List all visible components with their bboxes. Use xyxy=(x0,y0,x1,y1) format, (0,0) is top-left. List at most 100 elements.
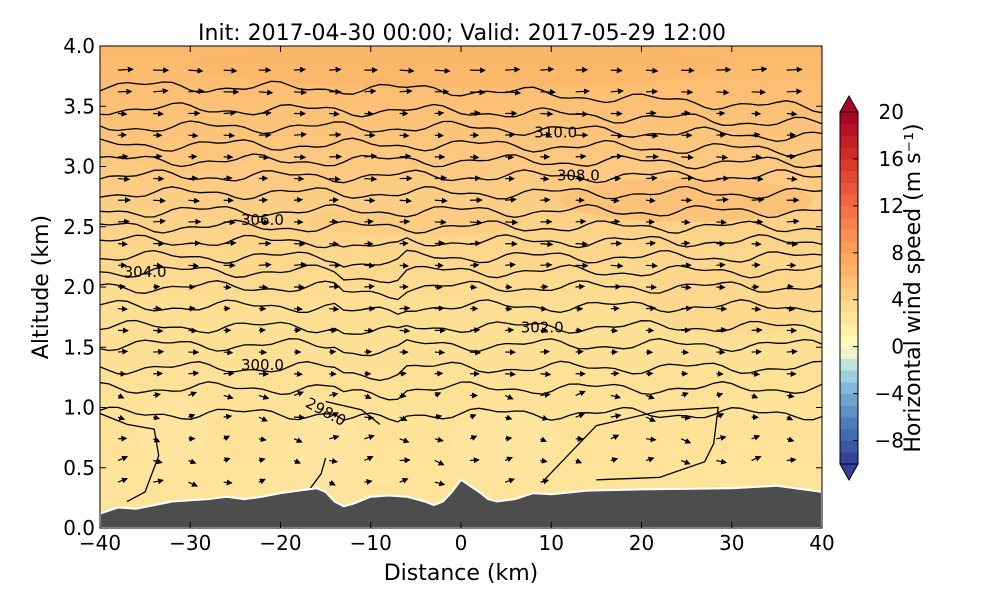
wind-vector xyxy=(751,306,762,312)
wind-vector xyxy=(540,241,554,248)
colorbar-level xyxy=(840,123,858,136)
wind-vector xyxy=(540,66,555,73)
wind-vector xyxy=(751,393,759,399)
wind-vector xyxy=(716,262,726,269)
wind-vector xyxy=(469,327,481,334)
wind-vector xyxy=(821,394,822,396)
wind-vector xyxy=(293,89,307,96)
wind-vector xyxy=(751,455,762,462)
wind-vector xyxy=(153,262,163,269)
colorbar-tick-label: 16 xyxy=(879,147,904,171)
wind-vector xyxy=(505,477,515,484)
wind-vector xyxy=(188,197,200,204)
wind-vector xyxy=(716,413,725,419)
wind-vector xyxy=(751,262,761,269)
wind-speed-patch xyxy=(136,395,209,468)
wind-vector xyxy=(786,240,799,247)
wind-vector xyxy=(681,154,694,161)
wind-vector xyxy=(505,66,521,73)
wind-vector xyxy=(258,416,268,422)
wind-vector xyxy=(575,458,583,464)
x-tick-label: 20 xyxy=(629,531,654,555)
colorbar-level xyxy=(840,381,858,395)
isentrope-line xyxy=(100,102,822,127)
wind-vector xyxy=(575,283,586,290)
wind-vector xyxy=(469,413,477,420)
x-axis-label: Distance (km) xyxy=(384,561,539,586)
wind-vector xyxy=(153,218,166,225)
wind-vector xyxy=(364,283,375,290)
wind-vector xyxy=(188,458,197,465)
wind-vector xyxy=(575,412,585,419)
isentrope-label: 300.0 xyxy=(241,356,284,374)
wind-vector xyxy=(293,131,307,138)
wind-vector xyxy=(751,434,761,441)
wind-vector xyxy=(118,66,134,73)
isentrope-line xyxy=(100,264,822,284)
wind-vector xyxy=(645,262,658,269)
isentrope-line xyxy=(100,153,822,170)
colorbar-extend-min xyxy=(839,463,859,482)
colorbar-level xyxy=(840,217,858,230)
wind-vector xyxy=(469,349,481,356)
wind-vector xyxy=(716,392,724,399)
colorbar-tick-label: 12 xyxy=(879,194,904,218)
wind-vector xyxy=(223,349,234,356)
isentrope-line xyxy=(100,169,822,184)
wind-vector xyxy=(575,348,584,355)
wind-vector xyxy=(117,414,126,421)
wind-vector xyxy=(399,392,407,399)
wind-vector xyxy=(751,66,768,73)
wind-vector xyxy=(258,110,272,117)
wind-vector xyxy=(188,132,199,139)
wind-vector xyxy=(223,67,238,74)
wind-vector xyxy=(645,436,657,443)
wind-vector xyxy=(716,196,729,203)
wind-vector xyxy=(610,67,623,74)
wind-vector xyxy=(610,413,622,420)
wind-vector xyxy=(540,175,550,182)
wind-vector xyxy=(716,89,730,96)
wind-vector xyxy=(786,392,795,399)
wind-vector xyxy=(681,414,692,421)
wind-vector xyxy=(364,218,374,225)
wind-vector xyxy=(751,370,761,377)
isentrope-label: 306.0 xyxy=(241,211,284,229)
wind-vector xyxy=(188,391,198,398)
wind-vector xyxy=(540,457,548,464)
wind-vector xyxy=(786,218,800,225)
wind-vector xyxy=(223,132,236,139)
isentrope-label: 304.0 xyxy=(124,263,167,281)
wind-vector xyxy=(223,413,233,420)
wind-vector xyxy=(681,240,691,247)
wind-vector xyxy=(610,262,624,269)
isentrope-line xyxy=(100,280,822,301)
colorbar-level xyxy=(840,276,858,289)
wind-vector xyxy=(294,240,306,247)
wind-vector xyxy=(610,327,619,334)
x-tick-label: −20 xyxy=(259,531,301,555)
wind-vector xyxy=(680,438,692,444)
wind-vector xyxy=(117,393,125,399)
isentrope-line xyxy=(100,120,822,143)
wind-vector xyxy=(575,240,589,247)
wind-vector xyxy=(681,67,695,74)
wind-vector xyxy=(469,89,486,96)
wind-vector xyxy=(575,153,587,160)
wind-vector xyxy=(258,154,270,161)
x-tick-label: −10 xyxy=(350,531,392,555)
wind-vector xyxy=(751,131,761,138)
wind-vector xyxy=(153,392,161,399)
wind-vector xyxy=(716,458,728,465)
wind-vector xyxy=(329,176,341,182)
wind-vector xyxy=(329,434,340,441)
wind-vector xyxy=(188,327,198,334)
wind-vector xyxy=(434,349,446,356)
wind-vector xyxy=(716,327,728,333)
wind-speed-patch xyxy=(190,46,732,89)
wind-vector xyxy=(505,435,513,442)
wind-vector xyxy=(329,306,340,313)
isentrope-line xyxy=(100,360,822,382)
wind-vector xyxy=(223,479,233,486)
wind-vector xyxy=(328,412,339,418)
